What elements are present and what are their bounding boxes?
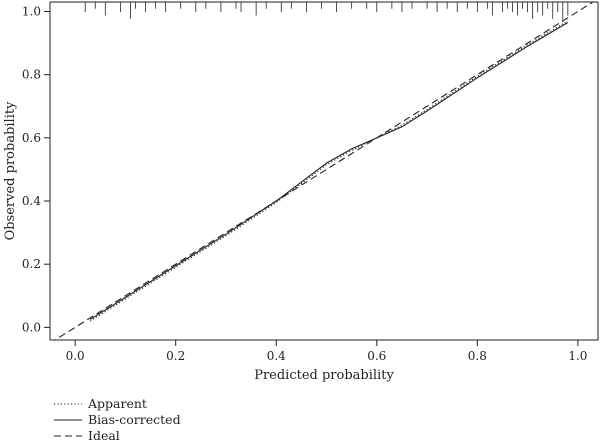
y-tick-label: 0.0	[22, 320, 41, 334]
x-tick-label: 0.8	[468, 349, 487, 363]
x-tick-label: 0.6	[367, 349, 386, 363]
x-tick-label: 0.2	[166, 349, 185, 363]
series-line-bias-corrected	[89, 22, 569, 320]
x-tick-label: 1.0	[568, 349, 587, 363]
y-tick-label: 0.4	[22, 194, 41, 208]
y-axis: 0.0 0.2 0.4 0.6 0.8 1.0	[22, 4, 50, 334]
legend-label-ideal: Ideal	[88, 428, 120, 443]
legend-label-bias-corrected: Bias-corrected	[88, 412, 181, 427]
rug-marks	[84, 2, 569, 23]
x-axis: 0.0 0.2 0.4 0.6 0.8 1.0	[66, 340, 587, 363]
plot-area	[49, 1, 599, 341]
y-tick-label: 0.8	[22, 68, 41, 82]
x-axis-title: Predicted probability	[254, 368, 394, 383]
y-tick-label: 0.2	[22, 257, 41, 271]
y-tick-label: 1.0	[22, 4, 41, 18]
series-line-ideal	[53, 2, 595, 340]
legend-label-apparent: Apparent	[87, 396, 147, 411]
plot-frame	[49, 1, 599, 341]
x-tick-label: 0.4	[267, 349, 286, 363]
y-axis-title: Observed probability	[3, 101, 18, 241]
series-lines	[53, 2, 595, 340]
x-tick-label: 0.0	[66, 349, 85, 363]
y-tick-label: 0.6	[22, 131, 41, 145]
